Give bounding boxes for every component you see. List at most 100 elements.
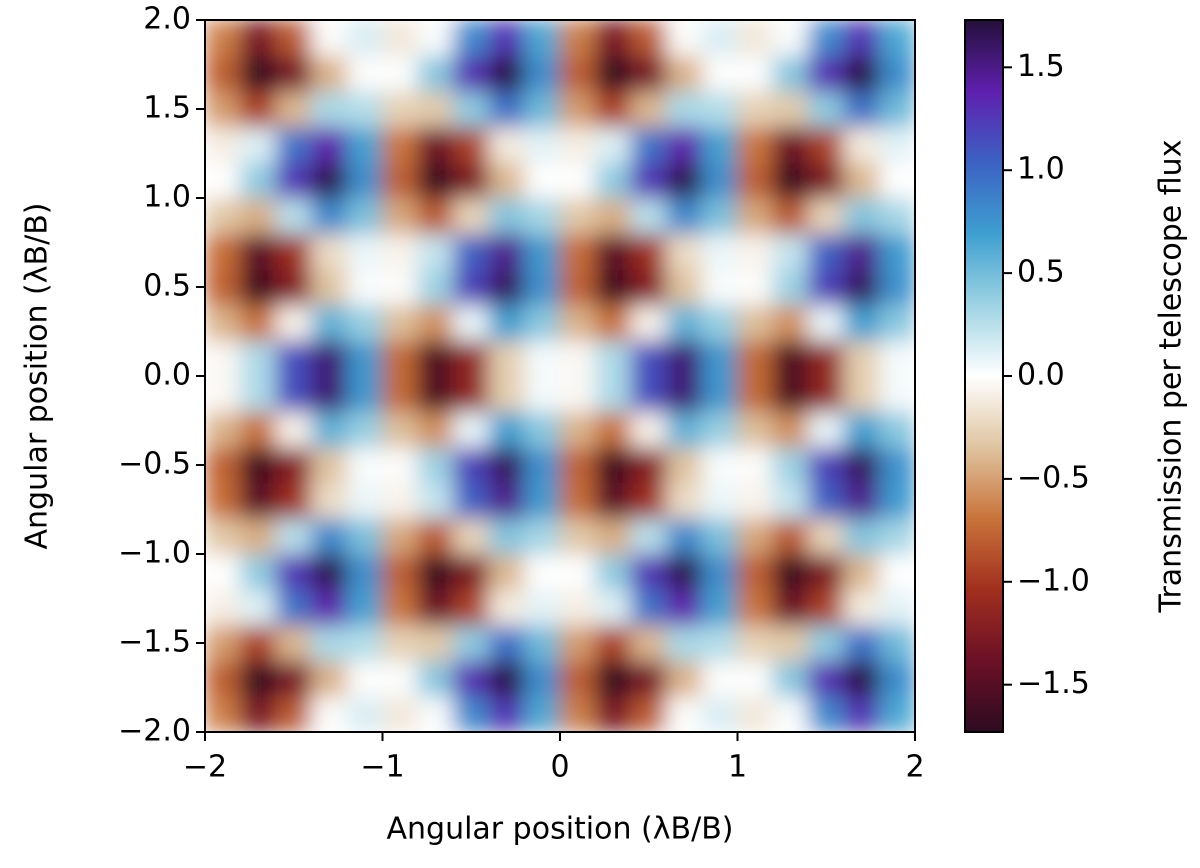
heatmap-cell [843,411,880,448]
heatmap-cell [488,446,525,484]
heatmap-cell [453,624,490,662]
heatmap-cell [630,304,667,341]
heatmap-cell [595,197,632,235]
heatmap-cell [275,375,312,413]
heatmap-cell [737,624,774,662]
heatmap-cell [275,339,312,377]
heatmap-cell [382,695,419,732]
x-axis-label: Angular position (λB/B) [387,812,734,847]
heatmap-cell [524,268,561,306]
heatmap-cell [879,126,915,163]
heatmap-cell [879,589,915,626]
heatmap-cell [488,553,525,591]
heatmap-cell [453,55,490,92]
heatmap-cell [666,517,703,555]
heatmap-cell [737,233,774,270]
heatmap-cell [417,55,454,92]
heatmap-cell [453,517,490,555]
heatmap-cell [737,695,774,732]
heatmap-cell [311,482,348,519]
heatmap-cell [275,197,312,235]
heatmap-cell [488,161,525,199]
heatmap-cell [701,339,738,377]
heatmap-cell [453,411,490,448]
heatmap-cell [630,339,667,377]
heatmap-cell [346,446,383,484]
heatmap-cell [559,624,596,662]
heatmap-cell [666,90,703,128]
heatmap-cell [382,268,419,306]
heatmap-cell [205,55,241,92]
heatmap-cell [666,161,703,199]
heatmap-cell [346,233,383,270]
heatmap-cell [595,375,632,413]
heatmap-cell [346,55,383,92]
heatmap-cell [417,339,454,377]
heatmap-cell [240,411,277,448]
heatmap-cell [205,304,241,341]
heatmap-cell [524,589,561,626]
colorbar-tick-label: −0.5 [1017,460,1090,495]
heatmap-cell [488,20,525,57]
heatmap-cell [843,90,880,128]
heatmap-cell [808,660,845,697]
heatmap-cell [488,304,525,341]
heatmap-cell [205,446,241,484]
heatmap-cell [559,339,596,377]
heatmap-cell [772,375,809,413]
heatmap-cell [346,660,383,697]
heatmap-cell [488,268,525,306]
heatmap-cell [595,339,632,377]
heatmap-cell [453,197,490,235]
heatmap-cell [453,482,490,519]
heatmap-cell [879,20,915,57]
heatmap-cell [879,482,915,519]
y-axis-label: Angular position (λB/B) [20,203,55,550]
heatmap-cell [879,660,915,697]
heatmap-cell [630,411,667,448]
heatmap-cell [524,304,561,341]
heatmap-cell [453,90,490,128]
heatmap-cell [311,695,348,732]
heatmap-cell [808,411,845,448]
heatmap-cell [666,233,703,270]
heatmap-cell [879,90,915,128]
heatmap-cell [808,446,845,484]
heatmap-cell [559,20,596,57]
heatmap-cell [275,589,312,626]
heatmap-cell [346,482,383,519]
heatmap-cells [205,20,915,732]
heatmap-cell [737,90,774,128]
heatmap-cell [808,517,845,555]
heatmap-cell [524,553,561,591]
heatmap-cell [205,553,241,591]
heatmap-cell [205,339,241,377]
heatmap-cell [772,90,809,128]
heatmap-cell [595,304,632,341]
heatmap-cell [630,161,667,199]
heatmap-cell [808,233,845,270]
heatmap-cell [417,90,454,128]
colorbar [964,19,1004,733]
heatmap-cell [311,517,348,555]
heatmap-cell [382,411,419,448]
heatmap-cell [879,233,915,270]
heatmap-cell [737,268,774,306]
heatmap-cell [808,197,845,235]
heatmap-cell [453,233,490,270]
heatmap-cell [275,624,312,662]
heatmap-cell [311,197,348,235]
heatmap-cell [311,55,348,92]
heatmap-cell [346,126,383,163]
heatmap-cell [737,660,774,697]
heatmap-cell [737,126,774,163]
heatmap-cell [488,375,525,413]
heatmap-cell [879,304,915,341]
heatmap-cell [843,304,880,341]
heatmap-cell [843,660,880,697]
heatmap-cell [701,553,738,591]
heatmap-cell [240,482,277,519]
heatmap-cell [453,304,490,341]
heatmap-cell [666,695,703,732]
heatmap-cell [808,126,845,163]
